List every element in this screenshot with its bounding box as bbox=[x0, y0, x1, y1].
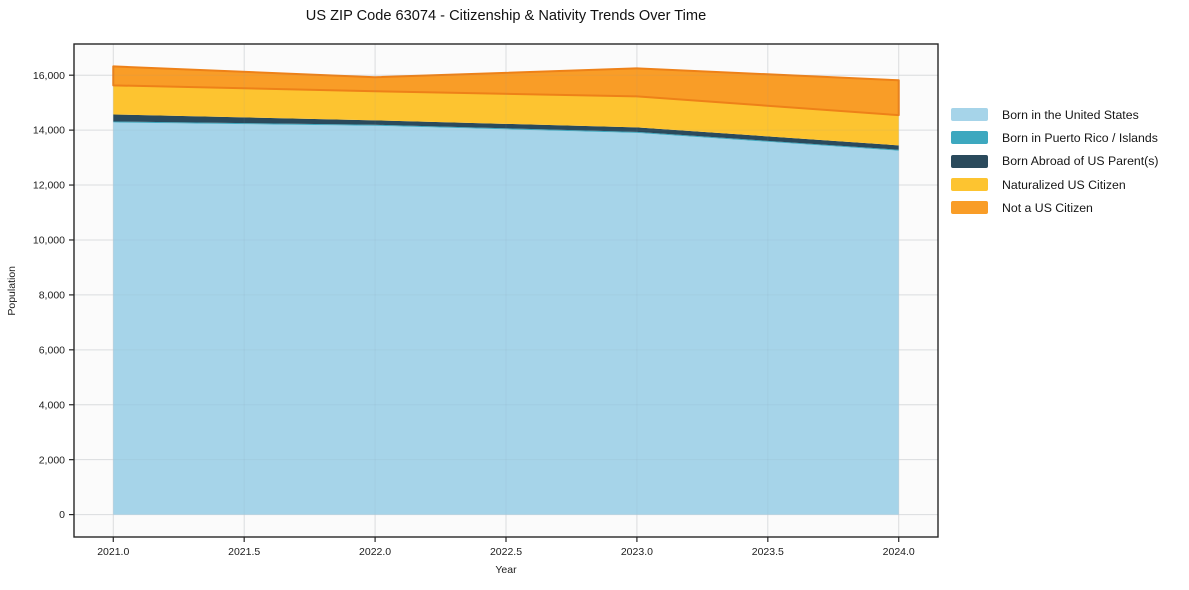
y-tick-label: 6,000 bbox=[39, 344, 65, 356]
x-axis-label: Year bbox=[495, 564, 517, 576]
legend-swatch bbox=[951, 178, 988, 192]
legend-label: Born in the United States bbox=[1002, 107, 1139, 122]
y-tick-label: 0 bbox=[59, 509, 65, 521]
legend-item: Born in the United States bbox=[951, 103, 1159, 126]
y-axis-label: Population bbox=[6, 265, 18, 316]
x-tick-label: 2023.0 bbox=[621, 546, 653, 558]
x-tick-label: 2022.0 bbox=[359, 546, 391, 558]
y-axis-label-wrap: Population bbox=[4, 44, 20, 537]
legend: Born in the United States Born in Puerto … bbox=[951, 103, 1159, 219]
y-tick-label: 14,000 bbox=[33, 125, 65, 137]
legend-item: Born in Puerto Rico / Islands bbox=[951, 126, 1159, 149]
y-tick-label: 10,000 bbox=[33, 235, 65, 247]
area-born-in-the-united-states bbox=[113, 122, 899, 515]
y-tick-label: 4,000 bbox=[39, 399, 65, 411]
x-tick-label: 2021.0 bbox=[97, 546, 129, 558]
legend-label: Born in Puerto Rico / Islands bbox=[1002, 130, 1158, 145]
legend-label: Born Abroad of US Parent(s) bbox=[1002, 154, 1159, 169]
x-tick-label: 2024.0 bbox=[883, 546, 915, 558]
legend-label: Not a US Citizen bbox=[1002, 200, 1093, 215]
legend-item: Not a US Citizen bbox=[951, 196, 1159, 219]
legend-swatch bbox=[951, 201, 988, 215]
y-tick-label: 2,000 bbox=[39, 454, 65, 466]
legend-label: Naturalized US Citizen bbox=[1002, 177, 1126, 192]
area-naturalized-us-citizen bbox=[113, 85, 899, 146]
area-born-abroad-of-us-parent-s bbox=[113, 114, 899, 150]
y-tick-label: 16,000 bbox=[33, 70, 65, 82]
x-tick-label: 2022.5 bbox=[490, 546, 522, 558]
x-tick-label: 2021.5 bbox=[228, 546, 260, 558]
area-not-a-us-citizen bbox=[112, 65, 900, 117]
legend-swatch bbox=[951, 131, 988, 145]
legend-swatch bbox=[951, 154, 988, 168]
legend-swatch bbox=[951, 108, 988, 122]
legend-item: Naturalized US Citizen bbox=[951, 173, 1159, 196]
y-tick-label: 8,000 bbox=[39, 289, 65, 301]
x-tick-label: 2023.5 bbox=[752, 546, 784, 558]
chart-title: US ZIP Code 63074 - Citizenship & Nativi… bbox=[305, 8, 707, 24]
y-tick-label: 12,000 bbox=[33, 180, 65, 192]
legend-item: Born Abroad of US Parent(s) bbox=[951, 150, 1159, 173]
